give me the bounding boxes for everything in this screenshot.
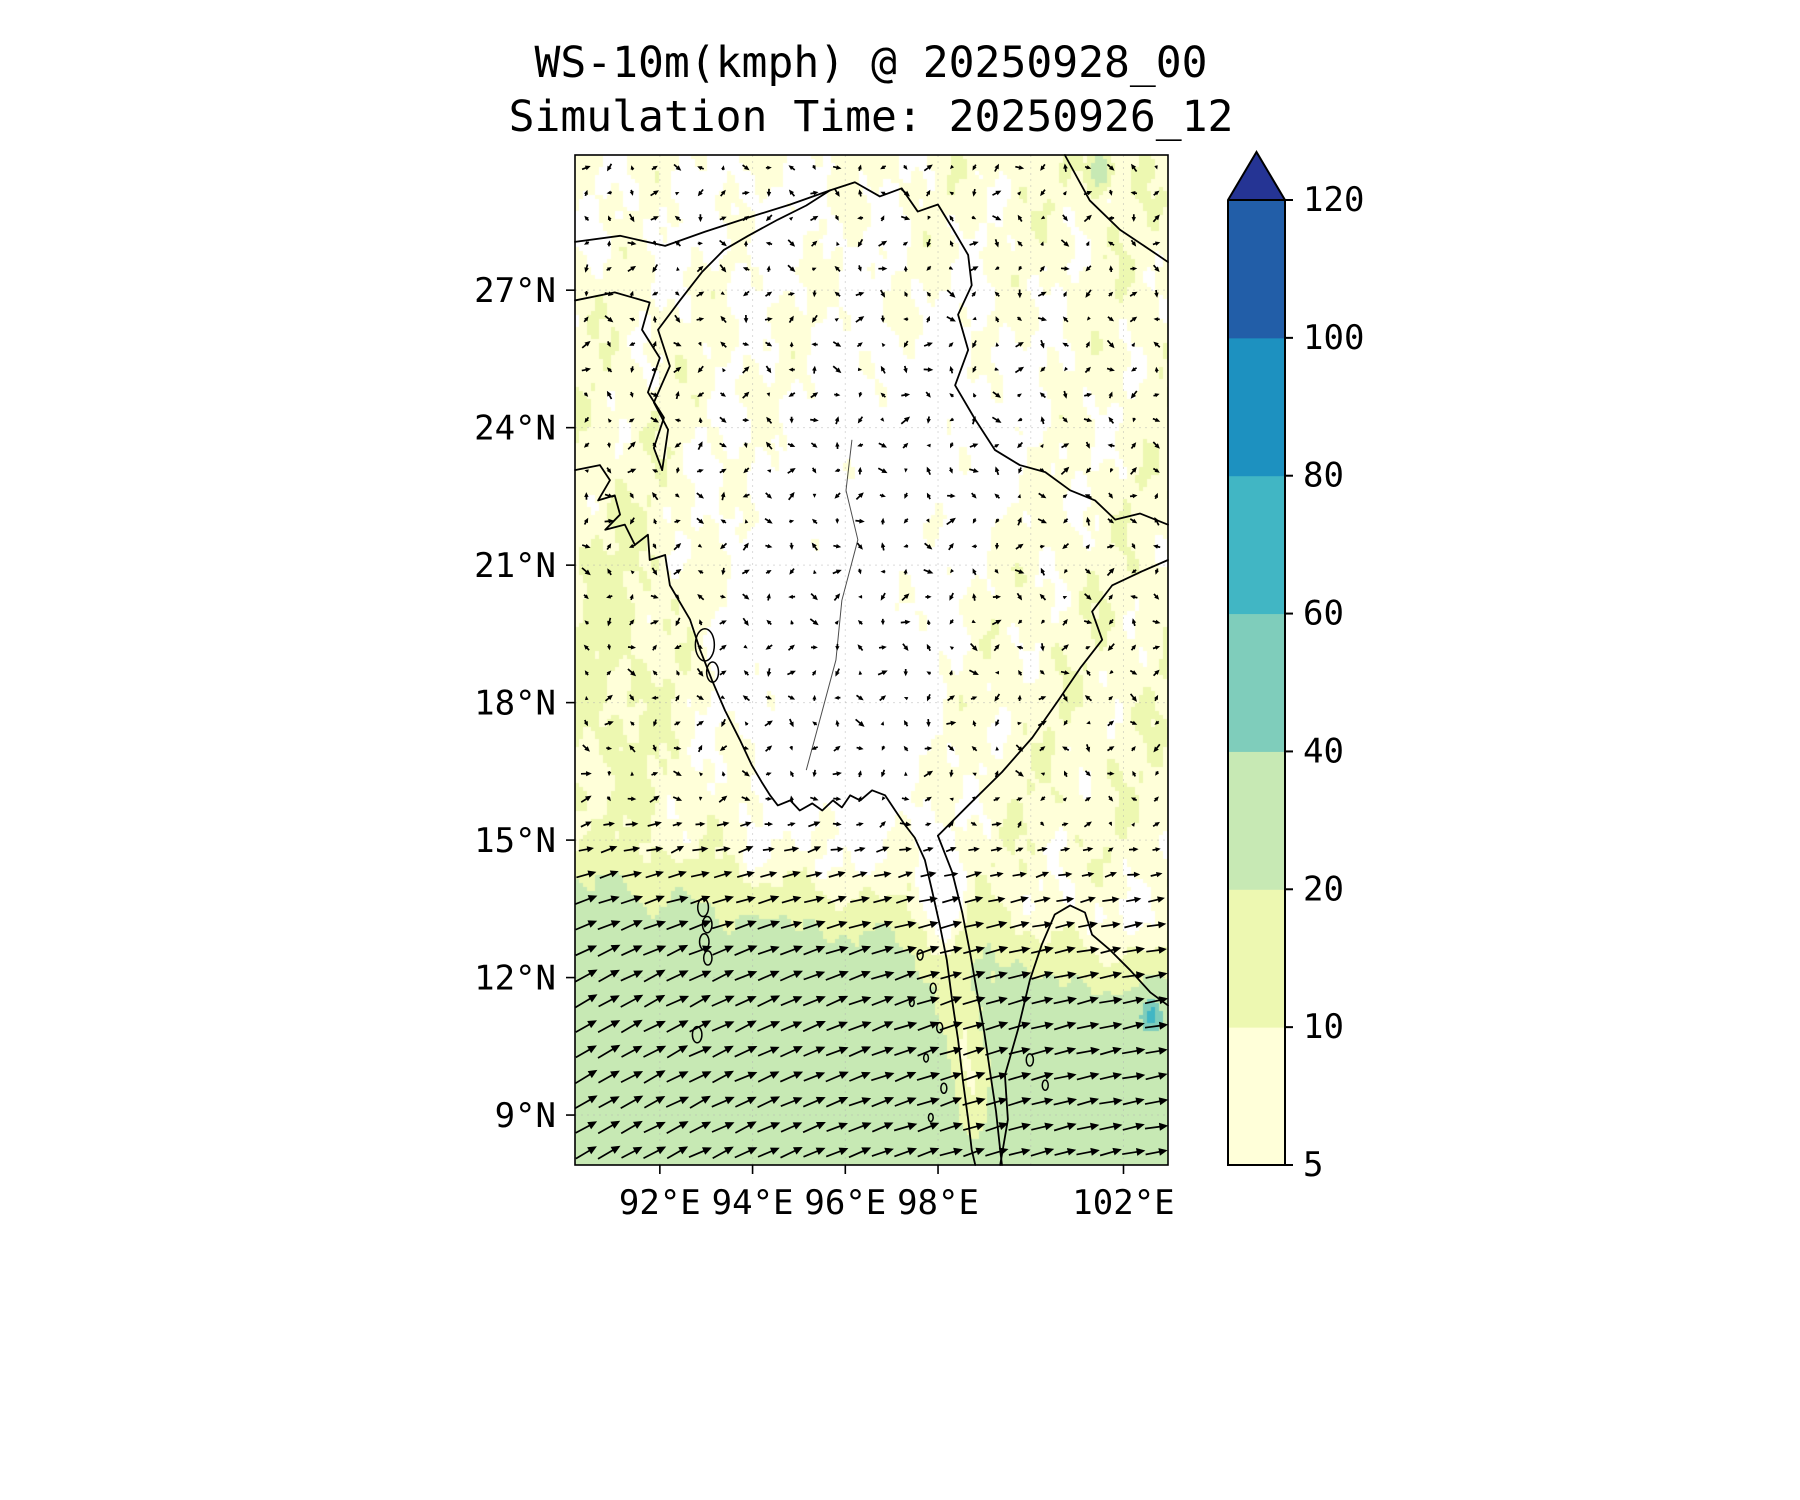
y-tick-label: 27°N bbox=[474, 271, 556, 311]
plot-title: WS-10m(kmph) @ 20250928_00 bbox=[534, 38, 1208, 88]
colorbar-tick-label: 80 bbox=[1303, 456, 1344, 496]
colorbar-tick-label: 10 bbox=[1303, 1007, 1344, 1047]
x-tick-label: 94°E bbox=[712, 1183, 794, 1223]
colorbar: 5 10 20 40 60 80 100 120 bbox=[1227, 150, 1364, 1185]
wind-speed-filled-contours bbox=[575, 155, 1168, 1165]
x-tick-label: 102°E bbox=[1072, 1183, 1174, 1223]
colorbar-tick-label: 40 bbox=[1303, 731, 1344, 771]
colorbar-tick-label: 60 bbox=[1303, 594, 1344, 634]
x-tick-label: 96°E bbox=[804, 1183, 886, 1223]
y-tick-label: 9°N bbox=[495, 1096, 556, 1136]
colorbar-tick-label: 20 bbox=[1303, 869, 1344, 909]
x-axis: 92°E 94°E 96°E 98°E 102°E bbox=[619, 1165, 1175, 1223]
y-tick-label: 12°N bbox=[474, 959, 556, 999]
colorbar-tick-label: 120 bbox=[1303, 180, 1364, 220]
y-tick-label: 15°N bbox=[474, 821, 556, 861]
plot-subtitle: Simulation Time: 20250926_12 bbox=[508, 92, 1234, 142]
colorbar-tick-label: 100 bbox=[1303, 318, 1364, 358]
y-tick-label: 24°N bbox=[474, 409, 556, 449]
y-axis: 27°N 24°N 21°N 18°N 15°N 12°N 9°N bbox=[474, 271, 575, 1136]
y-tick-label: 21°N bbox=[474, 546, 556, 586]
x-tick-label: 92°E bbox=[619, 1183, 701, 1223]
y-tick-label: 18°N bbox=[474, 684, 556, 724]
x-tick-label: 98°E bbox=[897, 1183, 979, 1223]
colorbar-tick-label: 5 bbox=[1303, 1145, 1323, 1185]
